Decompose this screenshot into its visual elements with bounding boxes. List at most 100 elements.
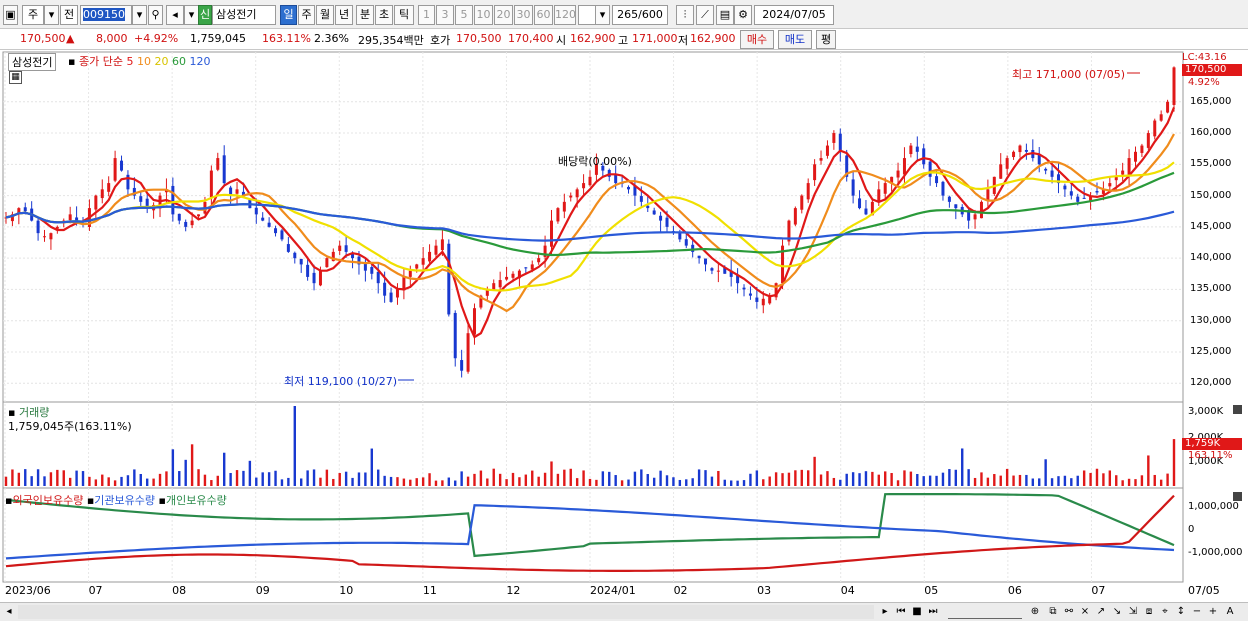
prev-button[interactable]: 전 [60, 5, 78, 25]
magnet-icon[interactable]: ⌖ [1162, 606, 1168, 617]
interval-1-button[interactable]: 1 [418, 5, 435, 25]
x-axis-label: 04 [840, 584, 855, 597]
price-change-pct: +4.92% [134, 32, 179, 45]
holding-bullet-icon: ▪ [158, 494, 166, 507]
scroll-left-icon[interactable]: ◂ [6, 606, 12, 617]
volume-bar [43, 476, 46, 486]
volume-bar [774, 472, 778, 486]
candle-body [902, 158, 906, 175]
period-day-button[interactable]: 일 [280, 5, 297, 25]
chart-scrollbar[interactable]: ◂ ▸ ⏮ ■ ⏭ ⊕ ⧉ ⚯ ⨯ ↗ ↘ ⇲ ⧈ ⌖ ↕ − + A [0, 602, 1248, 621]
candle-type-icon[interactable]: ⫶ [676, 5, 694, 25]
interval-3-button[interactable]: 3 [436, 5, 454, 25]
candle-body [10, 214, 14, 222]
volume-bar [1147, 455, 1150, 486]
count-display[interactable]: 265/600 [612, 5, 668, 25]
volume-bar [216, 475, 219, 486]
save-icon[interactable]: ▤ [716, 5, 734, 25]
volume-bar [909, 471, 913, 486]
interval-120-button[interactable]: 120 [554, 5, 576, 25]
interval-30-button[interactable]: 30 [514, 5, 533, 25]
volume-bar [88, 476, 91, 486]
candle-body [402, 276, 406, 291]
table-icon[interactable]: ▦ [9, 71, 22, 84]
zoom-icon[interactable]: ⊕ [1030, 606, 1040, 617]
zoom-in-icon[interactable]: + [1208, 606, 1218, 617]
volume-bar [1063, 475, 1067, 486]
candle-body [1140, 145, 1144, 153]
buy-button[interactable]: 매수 [740, 30, 774, 49]
period-second-button[interactable]: 초 [375, 5, 393, 25]
stock-chart[interactable]: 삼성전기 ▪ 종가 단순 5 10 20 60 120 ▦ LC:43.16 1… [0, 50, 1248, 602]
volume-bar [1153, 474, 1156, 486]
period-minute-button[interactable]: 분 [356, 5, 374, 25]
holding-panel-close-icon[interactable] [1233, 492, 1242, 501]
dividend-annotation: 배당락(0.00%) [558, 155, 632, 168]
volume-bar [961, 448, 964, 486]
code-dropdown-icon[interactable]: ▾ [132, 5, 147, 25]
draw-tool-icon[interactable]: ⟋ [696, 5, 714, 25]
eval-button[interactable]: 평 [816, 30, 836, 49]
market-selector[interactable]: 주 [22, 5, 44, 25]
search-icon[interactable]: ⚲ [148, 5, 163, 25]
period-tick-button[interactable]: 틱 [394, 5, 414, 25]
scroll-right-icon[interactable]: ▸ [882, 606, 888, 617]
scroll-track[interactable] [18, 605, 874, 619]
volume-bar [184, 459, 187, 486]
candle-body [395, 289, 399, 298]
x-axis-label: 11 [422, 584, 437, 597]
interval-5-button[interactable]: 5 [455, 5, 473, 25]
date-input[interactable]: 2024/07/05 [754, 5, 834, 25]
font-size-icon[interactable]: A [1226, 606, 1234, 617]
volume-bar [197, 469, 200, 486]
candle-body [1089, 195, 1093, 201]
interval-60-button[interactable]: 60 [534, 5, 553, 25]
period-month-button[interactable]: 월 [316, 5, 334, 25]
settings-gear-icon[interactable]: ⚙ [734, 5, 752, 25]
speaker-dropdown-icon[interactable]: ▾ [184, 5, 199, 25]
cross-icon[interactable]: ⨯ [1080, 606, 1090, 617]
volume-bar [235, 470, 239, 486]
volume-bar [24, 469, 27, 486]
link-icon[interactable]: ⚯ [1064, 606, 1074, 617]
stock-code-input[interactable]: 009150 [80, 5, 132, 25]
speaker-icon[interactable]: ◂ [166, 5, 184, 25]
volume-bar [806, 470, 810, 486]
interval-10-button[interactable]: 10 [474, 5, 493, 25]
volume-bar [229, 472, 232, 486]
market-dropdown-icon[interactable]: ▾ [44, 5, 59, 25]
split-icon[interactable]: ⧉ [1049, 606, 1057, 617]
candle-body [838, 133, 842, 152]
first-page-icon[interactable]: ⏮ [896, 606, 906, 617]
stop-icon[interactable]: ■ [912, 606, 922, 617]
period-year-button[interactable]: 년 [335, 5, 353, 25]
volume-y-mid: 2,000K [1188, 432, 1223, 443]
fit-icon[interactable]: ⇲ [1128, 606, 1138, 617]
trend-up-icon[interactable]: ↗ [1096, 606, 1106, 617]
window-icon[interactable]: ▣ [3, 5, 18, 25]
chart-canvas[interactable] [0, 50, 1248, 602]
interval-dropdown-icon[interactable]: ▾ [595, 5, 610, 25]
zoom-out-icon[interactable]: − [1192, 606, 1202, 617]
candle-body [254, 207, 258, 215]
zoom-slider[interactable] [948, 605, 1022, 619]
sell-button[interactable]: 매도 [778, 30, 812, 49]
volume-bar [36, 469, 40, 486]
interval-20-button[interactable]: 20 [494, 5, 513, 25]
count-value: 265 [617, 8, 639, 21]
period-week-button[interactable]: 주 [298, 5, 315, 25]
overlay-icon[interactable]: ⧈ [1145, 606, 1153, 617]
candle-body [100, 189, 104, 199]
volume-panel-close-icon[interactable] [1233, 405, 1242, 414]
candle-body [447, 243, 451, 315]
candle-body [646, 205, 650, 209]
trend-down-icon[interactable]: ↘ [1112, 606, 1122, 617]
pan-icon[interactable]: ↕ [1176, 606, 1186, 617]
volume-bar [871, 471, 874, 486]
candle-body [1024, 149, 1028, 152]
candle-body [967, 210, 971, 221]
last-page-icon[interactable]: ⏭ [928, 606, 938, 617]
volume-bar [383, 475, 386, 486]
candle-body [492, 283, 496, 290]
volume-bar [652, 477, 656, 486]
